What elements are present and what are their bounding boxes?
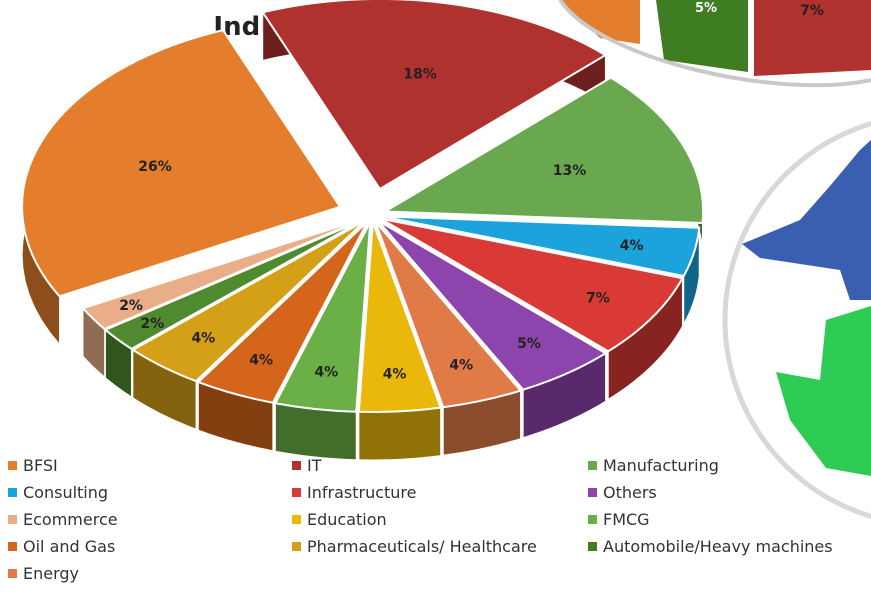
slice-label: 5% [517,336,541,352]
corner-top-label: 5% [695,1,717,16]
corner-top-edge [558,0,871,88]
slice-it [261,0,608,191]
legend-swatch [588,515,597,524]
slice-ecommerce [374,220,523,409]
slice-label: 18% [403,67,437,83]
legend-item: FMCG [588,510,650,529]
slice-infrastructure [380,217,685,353]
legend-item: IT [292,456,322,475]
legend-label: Energy [23,564,80,583]
corner-slice-top-0 [560,0,640,44]
legend-swatch [8,488,17,497]
slice-label: 4% [449,358,473,374]
slice-bfsi [21,29,342,298]
slice-label: 13% [553,163,587,179]
partial-chart-right [722,121,871,519]
slice-manufacturing [381,76,705,225]
legend-item: Others [588,483,657,502]
legend-swatch [588,542,597,551]
slice-oil-and-gas [196,220,369,404]
legend-item: Automobile/Heavy machines [588,537,833,556]
slice-side-education [358,407,442,461]
legend-label: Pharmaceuticals/ Healthcare [307,537,537,556]
legend-label: FMCG [603,510,650,529]
corner-slice-top-1 [656,0,748,72]
slice-label: 26% [138,159,172,175]
slice-label: 2% [141,316,165,332]
corner-right-bar-blue [742,140,871,300]
slice-others [377,219,608,391]
corner-slice-top-2 [754,0,871,76]
legend-swatch [292,542,301,551]
slice-consulting [381,215,701,278]
slice-education [357,221,443,413]
legend-label: BFSI [23,456,58,475]
pie-labels: 18% 13% 4% 7% 5% 4% 4% 4% 4% 4% 2% 2% 26% [119,67,643,383]
legend-label: Oil and Gas [23,537,116,556]
legend-item: Education [292,510,387,529]
slice-label: 4% [314,365,338,381]
legend-label: Consulting [23,483,109,502]
legend-label: Manufacturing [603,456,719,475]
legend-label: Education [307,510,387,529]
legend-swatch [292,488,301,497]
corner-top-label: 7% [800,3,824,19]
slice-energy [81,217,364,331]
legend-swatch [588,488,597,497]
legend-label: Ecommerce [23,510,118,529]
legend-swatch [8,461,17,470]
legend-label: IT [307,456,322,475]
legend-item: Manufacturing [588,456,719,475]
slice-label: 2% [119,298,143,314]
legend-label: Others [603,483,657,502]
legend-swatch [292,515,301,524]
legend-label: Infrastructure [307,483,417,502]
partial-chart-top: 5% 7% [558,0,871,88]
corner-right-bar-green [776,306,871,476]
legend-item: BFSI [8,456,58,475]
legend-swatch [8,515,17,524]
legend-swatch [588,461,597,470]
slice-label: 4% [383,366,407,382]
legend-item: Oil and Gas [8,537,115,556]
slice-label: 4% [249,352,273,368]
legend-item: Consulting [8,483,108,502]
slice-label: 4% [620,238,644,254]
legend-label: Automobile/Heavy machines [603,537,833,556]
slice-label: 7% [586,291,610,307]
legend-swatch [8,569,17,578]
legend: BFSI Consulting Ecommerce Oil and Gas Energy… [0,456,871,603]
legend-swatch [8,542,17,551]
legend-item: Infrastructure [292,483,416,502]
slice-fmcg [273,221,372,413]
pie-tops [21,0,705,413]
legend-item: Ecommerce [8,510,118,529]
legend-item: Energy [8,564,79,583]
legend-item: Pharmaceuticals/ Healthcare [292,537,537,556]
legend-swatch [292,461,301,470]
slice-pharmaceuticals-healthcare [130,219,367,383]
slice-label: 4% [191,330,215,346]
